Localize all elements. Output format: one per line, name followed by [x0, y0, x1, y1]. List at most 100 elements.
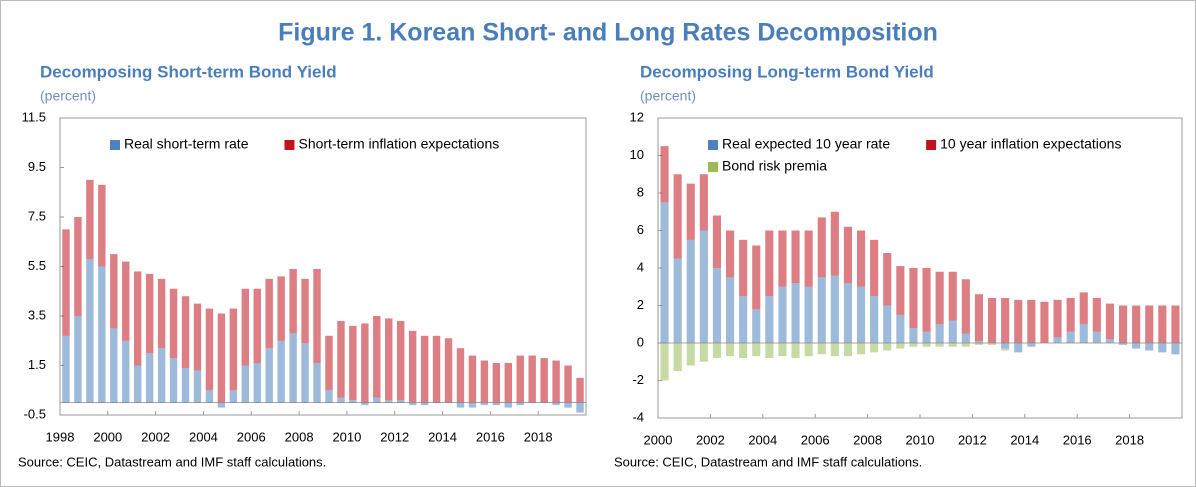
bar [922, 331, 931, 343]
bar [74, 217, 82, 316]
x-tick-label: 2010 [906, 432, 935, 447]
bar [169, 358, 178, 403]
x-tick-label: 2018 [1115, 432, 1144, 447]
bar [830, 275, 839, 343]
bar [778, 230, 787, 287]
bar [301, 343, 309, 403]
figure-title: Figure 1. Korean Short- and Long Rates D… [278, 19, 938, 47]
x-tick-label: 2008 [853, 432, 882, 447]
bar [504, 402, 513, 408]
bar [1132, 343, 1141, 349]
legend-swatch [110, 140, 120, 150]
x-tick-label: 2008 [285, 429, 314, 444]
bar [1118, 343, 1128, 345]
bar [385, 400, 393, 403]
bar [576, 402, 584, 413]
bar [725, 230, 735, 278]
bar [699, 343, 708, 362]
source-note: Source: CEIC, Datastream and IMF staff c… [614, 454, 922, 469]
x-tick-label: 2000 [644, 432, 673, 447]
bar [948, 271, 957, 321]
bar [725, 277, 735, 343]
bar [1001, 343, 1010, 349]
legend-swatch [708, 140, 718, 150]
bar [660, 202, 669, 343]
bar [133, 271, 142, 366]
bar [725, 343, 735, 357]
y-tick-label: 2 [637, 297, 644, 312]
bar [856, 286, 866, 343]
bar [408, 402, 417, 406]
bar [396, 400, 405, 403]
bar [492, 402, 501, 406]
bar [843, 283, 853, 343]
x-tick-label: 2006 [801, 432, 830, 447]
bar [961, 333, 970, 343]
legend-swatch [926, 140, 937, 150]
legend-item: Bond risk premia [708, 158, 827, 174]
bar [74, 316, 82, 403]
bar [1105, 339, 1115, 343]
bar [289, 333, 297, 403]
bar [492, 363, 501, 403]
y-tick-label: 1.5 [28, 357, 46, 372]
bar [205, 308, 214, 391]
bar [516, 355, 524, 403]
y-tick-label: 4 [637, 259, 644, 274]
bar [948, 343, 957, 347]
bar [791, 343, 800, 358]
bar [1001, 298, 1010, 343]
bar [817, 217, 826, 278]
bar [712, 215, 722, 268]
y-tick-label: -0.5 [24, 406, 46, 421]
bar [974, 294, 984, 342]
bar [804, 230, 813, 287]
bar [830, 343, 839, 357]
bar [349, 400, 357, 403]
bar [229, 308, 238, 391]
bar [1158, 305, 1167, 343]
bar [313, 363, 321, 403]
x-tick-label: 2002 [696, 432, 725, 447]
bar [909, 268, 918, 328]
x-tick-label: 2004 [748, 432, 777, 447]
bar [265, 278, 273, 349]
bar [739, 343, 748, 358]
bar [229, 390, 238, 403]
x-tick-label: 2002 [141, 429, 170, 444]
bar [752, 309, 761, 343]
bar [361, 402, 369, 406]
bar [337, 397, 345, 403]
bar [883, 253, 892, 306]
bar [739, 296, 748, 343]
y-tick-label: 6 [637, 222, 644, 237]
x-tick-label: 2016 [1063, 432, 1092, 447]
y-tick-label: -4 [632, 409, 644, 424]
bar [1092, 298, 1101, 332]
y-tick-label: -2 [632, 372, 644, 387]
bar [870, 343, 879, 353]
x-tick-label: 2006 [237, 429, 266, 444]
bar [752, 245, 761, 310]
y-tick-label: 7.5 [28, 208, 46, 223]
bar [948, 320, 957, 343]
bar [86, 179, 94, 260]
x-tick-label: 2016 [476, 429, 505, 444]
bar [1092, 331, 1101, 343]
bar [241, 288, 250, 366]
bar [961, 279, 970, 334]
bar [516, 402, 524, 406]
y-tick-label: 3.5 [28, 307, 46, 322]
bar [1079, 292, 1088, 325]
bar [1145, 343, 1154, 351]
bar [987, 343, 997, 345]
bar [325, 390, 333, 403]
bar [896, 314, 905, 343]
bar [883, 305, 892, 343]
bar [699, 230, 708, 343]
bar [145, 273, 154, 354]
bar [896, 343, 905, 349]
bar [193, 303, 202, 371]
legend-item: Real short-term rate [110, 136, 249, 152]
bar [974, 341, 984, 343]
